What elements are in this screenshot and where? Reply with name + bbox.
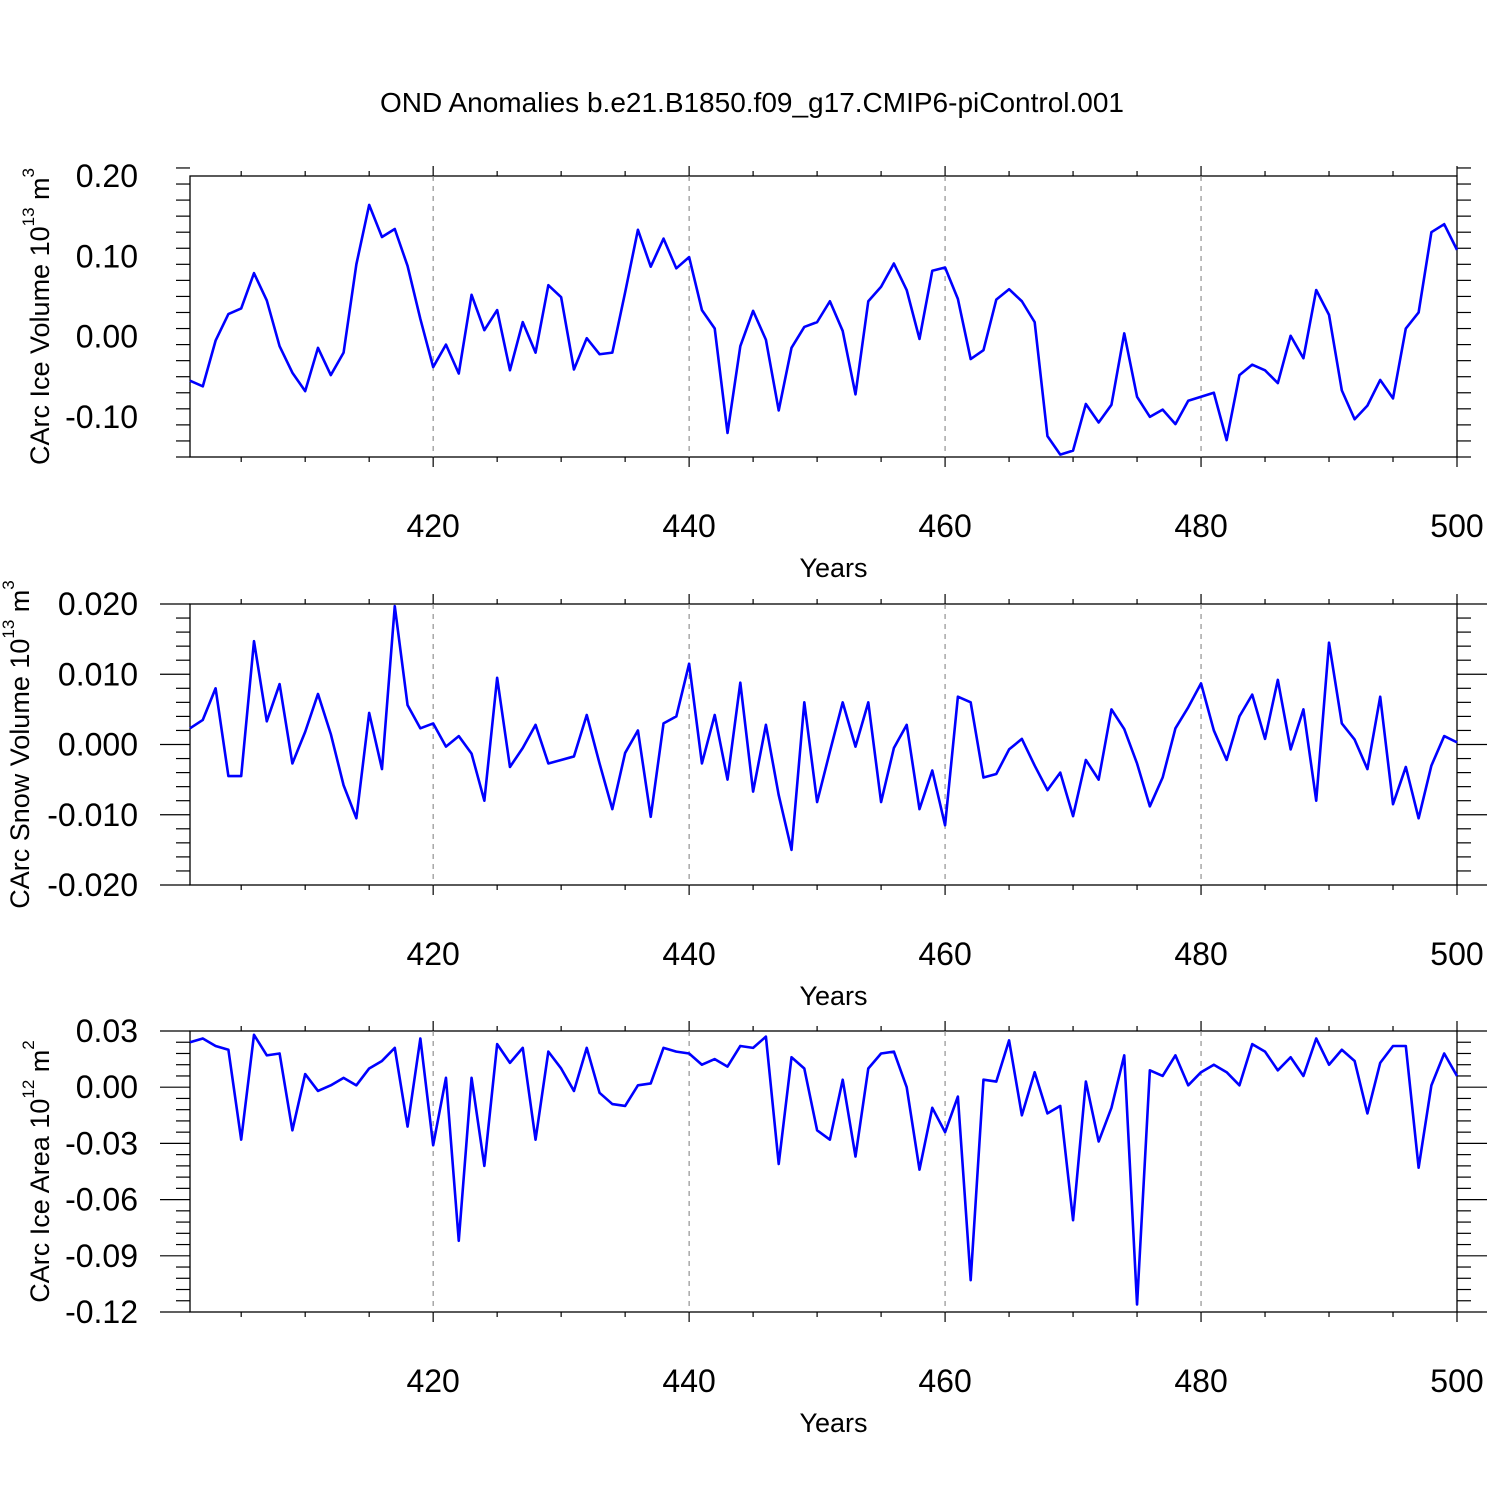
y-label-unit: m — [25, 177, 55, 207]
x-axis-label: Years — [799, 1408, 867, 1438]
snow-volume-line — [189, 604, 1458, 852]
y-tick-label: 0.20 — [76, 158, 138, 194]
y-axis-label: CArc Ice Area 1012 m2 — [19, 1040, 55, 1303]
y-tick-label: 0.010 — [58, 656, 138, 692]
x-tick-label: 420 — [406, 508, 459, 544]
x-tick-label: 440 — [662, 936, 715, 972]
y-tick-label: -0.020 — [47, 867, 138, 903]
y-tick-label: 0.020 — [58, 586, 138, 622]
y-label-exponent: 12 — [19, 1080, 38, 1099]
x-tick-label: 440 — [662, 508, 715, 544]
y-label-unit-exponent: 3 — [0, 580, 18, 589]
x-tick-label: 460 — [918, 1363, 971, 1399]
panel-snow-volume: 0.020 0.010 0.000 -0.010 -0.020 420 440 460 480… — [0, 580, 1487, 1011]
x-tick-label: 460 — [918, 508, 971, 544]
ice-volume-line — [189, 203, 1459, 456]
panel-ice-area: 0.03 0.00 -0.03 -0.06 -0.09 -0.12 420 440 460 48… — [19, 1013, 1487, 1438]
y-tick-label: 0.10 — [76, 238, 138, 274]
y-tick-label: -0.10 — [65, 399, 138, 435]
x-tick-label: 420 — [406, 1363, 459, 1399]
y-tick-label: 0.00 — [76, 319, 138, 355]
x-tick-labels: 420 440 460 480 500 — [406, 1363, 1483, 1399]
x-tick-labels: 420 440 460 480 500 — [406, 508, 1483, 544]
y-tick-label: -0.12 — [65, 1294, 138, 1330]
y-tick-label: 0.000 — [58, 727, 138, 763]
x-axis-label: Years — [799, 553, 867, 583]
x-tick-label: 480 — [1174, 936, 1227, 972]
ticks — [160, 1021, 1487, 1322]
x-tick-label: 460 — [918, 936, 971, 972]
y-tick-label: 0.00 — [76, 1069, 138, 1105]
y-tick-label: -0.010 — [47, 797, 138, 833]
grid-lines — [432, 176, 1202, 457]
y-axis-label: CArc Snow Volume 1013 m3 — [0, 580, 35, 909]
y-label-text: CArc Ice Area 10 — [25, 1099, 55, 1303]
ticks — [160, 594, 1487, 895]
plot-frame — [189, 1030, 1458, 1313]
plot-frame — [189, 175, 1458, 458]
y-label-unit-exponent: 3 — [19, 168, 38, 177]
y-axis-label: CArc Ice Volume 1013 m3 — [19, 168, 55, 465]
y-label-unit: m — [5, 590, 35, 620]
y-label-unit: m — [25, 1050, 55, 1080]
grid-lines — [432, 604, 1202, 885]
x-tick-label: 500 — [1430, 508, 1483, 544]
panel-ice-volume: 0.200.100.00-0.10 420 440 460 480 500 Years … — [19, 158, 1483, 583]
x-tick-label: 480 — [1174, 1363, 1227, 1399]
y-label-text: CArc Snow Volume 10 — [5, 639, 35, 909]
x-tick-label: 440 — [662, 1363, 715, 1399]
y-tick-labels: 0.03 0.00 -0.03 -0.06 -0.09 -0.12 — [65, 1013, 138, 1330]
y-label-unit-exponent: 2 — [19, 1040, 38, 1049]
y-tick-label: -0.06 — [65, 1182, 138, 1218]
grid-lines — [432, 1031, 1202, 1312]
y-tick-label: 0.03 — [76, 1013, 138, 1049]
y-tick-label: -0.03 — [65, 1125, 138, 1161]
plot-frame — [189, 603, 1458, 886]
x-tick-label: 420 — [406, 936, 459, 972]
y-tick-label: -0.09 — [65, 1238, 138, 1274]
x-tick-labels: 420 440 460 480 500 — [406, 936, 1483, 972]
y-label-exponent: 13 — [19, 207, 38, 226]
ice-area-line — [189, 1033, 1459, 1306]
y-label-exponent: 13 — [0, 620, 18, 639]
y-tick-labels: 0.020 0.010 0.000 -0.010 -0.020 — [47, 586, 138, 903]
x-tick-label: 500 — [1430, 1363, 1483, 1399]
y-tick-labels: 0.20 0.10 0.00 -0.10 — [65, 158, 138, 435]
y-label-text: CArc Ice Volume 10 — [25, 226, 55, 465]
ticks — [176, 166, 1471, 467]
x-axis-label: Years — [799, 981, 867, 1011]
x-tick-label: 480 — [1174, 508, 1227, 544]
x-tick-label: 500 — [1430, 936, 1483, 972]
chart-title: OND Anomalies b.e21.B1850.f09_g17.CMIP6-… — [380, 87, 1124, 118]
